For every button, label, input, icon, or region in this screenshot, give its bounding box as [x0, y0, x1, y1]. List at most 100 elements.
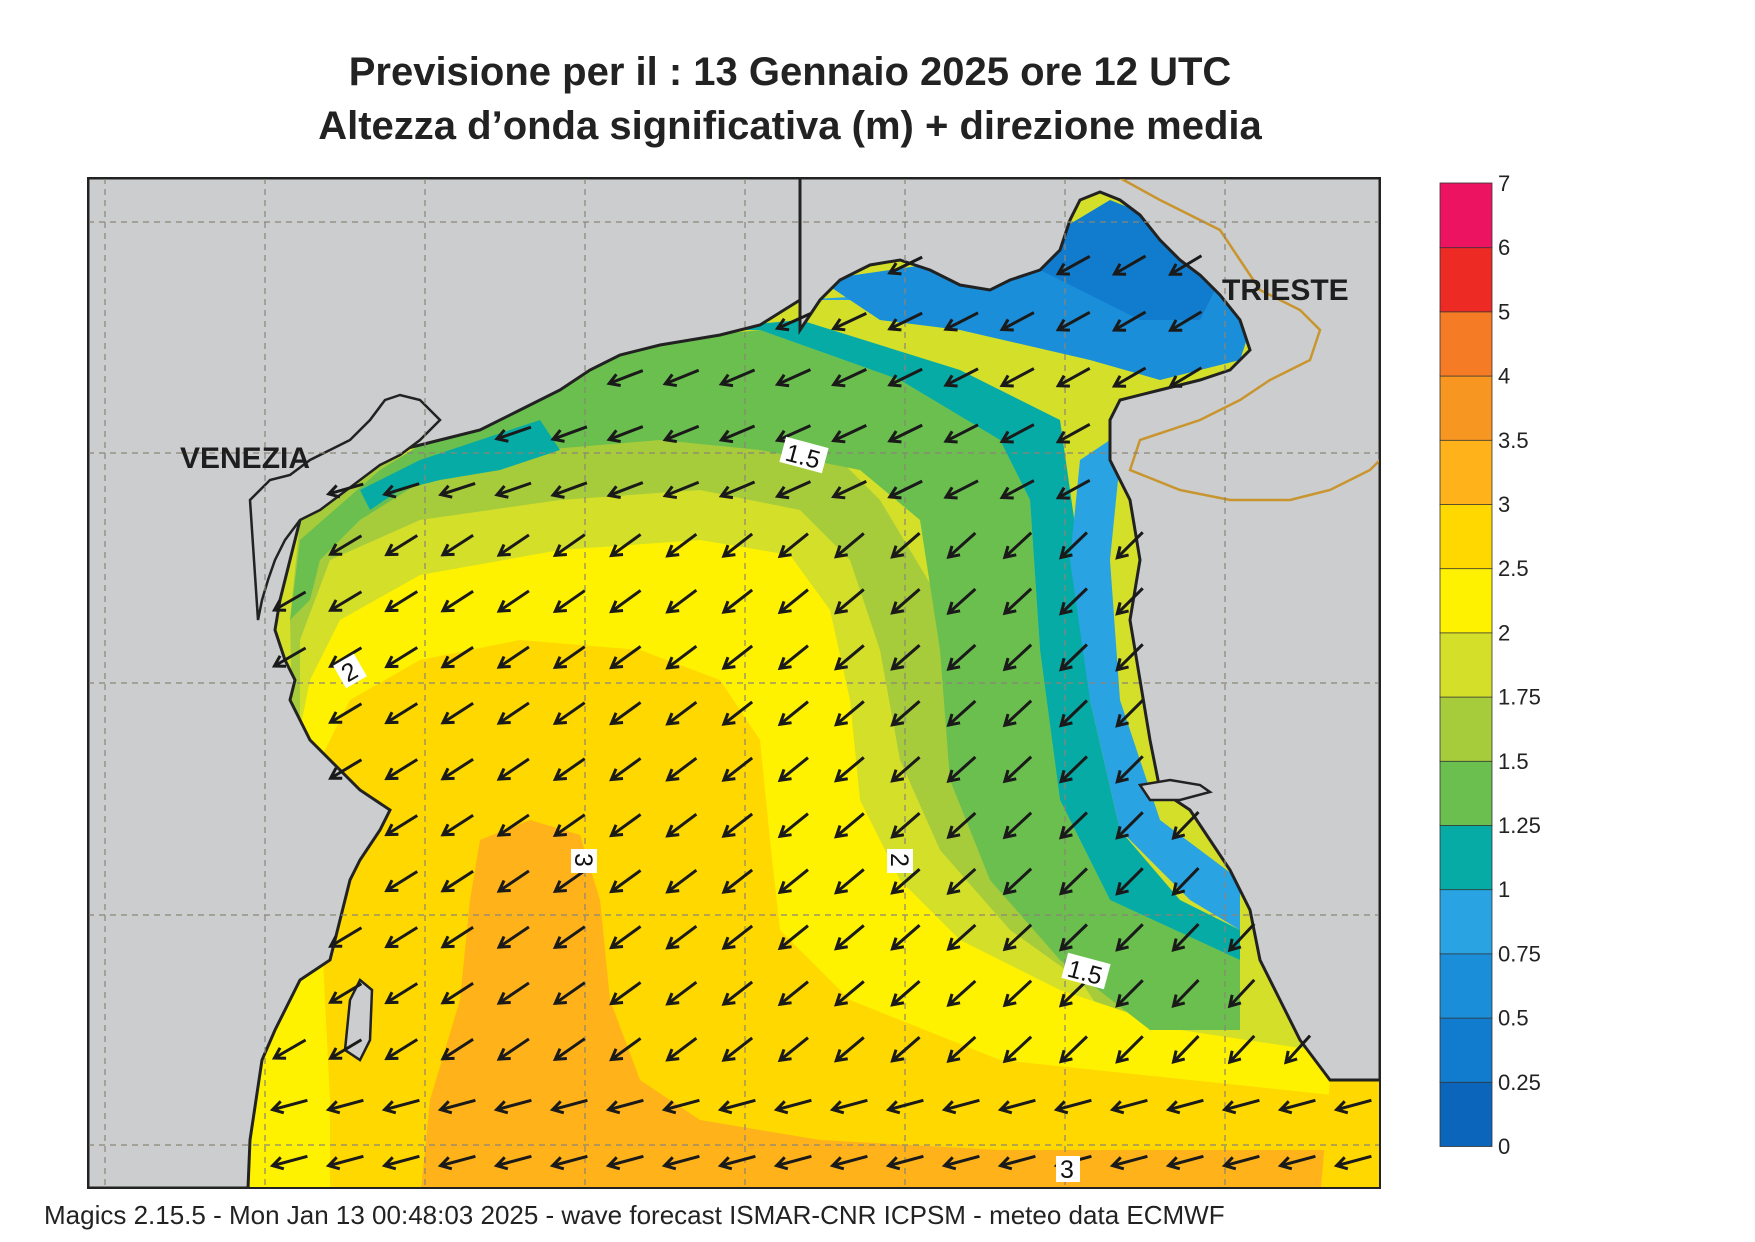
direction-arrow — [384, 646, 419, 669]
legend-tick-label: 2 — [1498, 620, 1510, 645]
legend-swatch — [1439, 246, 1493, 313]
title-line-1: Previsione per il : 13 Gennaio 2025 ore … — [348, 50, 1232, 94]
contour-label-2-center: 2 — [885, 853, 913, 867]
direction-arrow — [833, 980, 865, 1007]
direction-arrow — [890, 924, 921, 951]
direction-arrow — [1002, 755, 1033, 784]
direction-arrow — [1058, 755, 1088, 784]
direction-arrow — [773, 1154, 812, 1171]
direction-arrow — [999, 311, 1035, 332]
title-line-2: Altezza d’onda significativa (m) + direz… — [318, 104, 1262, 148]
direction-arrow — [438, 482, 476, 499]
direction-arrow — [665, 588, 698, 614]
direction-arrow — [833, 588, 865, 615]
direction-arrow — [833, 532, 865, 559]
direction-arrow — [496, 589, 530, 613]
direction-arrow — [496, 757, 530, 781]
direction-arrow — [999, 367, 1035, 388]
direction-arrow — [946, 923, 977, 951]
direction-arrow — [665, 980, 698, 1006]
direction-arrow — [777, 588, 809, 615]
direction-arrow — [496, 925, 530, 949]
direction-arrow — [1165, 1098, 1204, 1115]
legend-tick-label: 0 — [1498, 1134, 1510, 1159]
city-label-venezia: VENEZIA — [180, 442, 310, 475]
direction-arrow — [609, 1037, 642, 1062]
direction-arrow — [665, 700, 698, 726]
direction-arrow — [328, 758, 363, 780]
island-piran — [1137, 778, 1213, 802]
direction-arrow — [381, 1154, 420, 1171]
direction-arrow — [1055, 254, 1091, 276]
direction-arrow — [890, 700, 921, 727]
direction-arrow — [1058, 531, 1088, 560]
graticule — [88, 178, 1380, 1188]
direction-arrow — [325, 1154, 364, 1171]
direction-arrow — [721, 700, 754, 726]
direction-arrow — [381, 1098, 420, 1115]
direction-arrow — [609, 533, 642, 558]
direction-arrow — [717, 1098, 756, 1115]
direction-arrow — [1171, 923, 1200, 953]
border-line — [1119, 178, 1380, 502]
legend-swatch — [1439, 696, 1493, 762]
direction-arrow — [328, 926, 363, 948]
direction-arrow — [384, 758, 419, 781]
direction-arrow — [1115, 923, 1144, 952]
direction-arrow — [1221, 1154, 1260, 1171]
direction-arrow — [1109, 1154, 1148, 1171]
legend-tick-label: 1.5 — [1498, 749, 1529, 774]
direction-arrow — [1002, 811, 1033, 840]
direction-arrow — [833, 812, 865, 839]
contour-label-group: 1.5 1.5 2 3 3 2 — [333, 436, 1111, 1184]
legend-tick-label: 0.5 — [1498, 1006, 1529, 1031]
direction-arrow — [552, 869, 586, 893]
direction-arrow — [1284, 1034, 1312, 1065]
direction-arrow — [1277, 1098, 1316, 1115]
direction-arrow — [890, 588, 921, 615]
direction-arrow — [328, 590, 363, 612]
direction-arrow — [496, 533, 530, 557]
direction-arrow — [552, 981, 586, 1005]
direction-arrow — [665, 532, 698, 558]
direction-arrow — [665, 1036, 698, 1062]
direction-arrow — [721, 756, 754, 782]
direction-arrow — [384, 926, 419, 949]
direction-arrow — [887, 255, 923, 276]
direction-arrow — [717, 1154, 756, 1171]
direction-arrow — [1111, 254, 1147, 276]
direction-arrow — [777, 1036, 809, 1063]
direction-arrow — [887, 367, 923, 388]
direction-arrow — [437, 1154, 476, 1171]
direction-arrow — [829, 1098, 868, 1115]
direction-arrow — [606, 425, 644, 443]
direction-arrow — [774, 480, 812, 500]
direction-arrow — [1227, 978, 1256, 1009]
direction-arrow — [833, 924, 865, 951]
direction-arrow — [1115, 811, 1144, 840]
direction-arrow — [384, 702, 419, 725]
legend-tick-label: 0.75 — [1498, 941, 1541, 966]
direction-arrow — [887, 479, 923, 500]
direction-arrow — [833, 756, 865, 783]
direction-arrow — [1109, 1098, 1148, 1115]
direction-arrow — [440, 701, 474, 725]
direction-arrow — [1227, 1034, 1256, 1065]
legend-tick-label: 1.75 — [1498, 685, 1541, 710]
direction-arrow — [1002, 587, 1033, 616]
direction-arrow — [1115, 531, 1144, 560]
direction-arrow — [552, 533, 586, 557]
direction-arrow — [493, 1098, 532, 1115]
legend-swatch — [1439, 182, 1493, 249]
legend-tick-label: 1 — [1498, 877, 1510, 902]
direction-arrow — [721, 924, 754, 950]
direction-arrow — [1055, 478, 1091, 500]
direction-arrow — [999, 479, 1035, 500]
direction-arrow — [721, 588, 754, 614]
direction-arrow — [1058, 811, 1088, 840]
direction-arrow — [552, 925, 586, 949]
band-3b — [1321, 1080, 1380, 1188]
direction-arrow — [552, 1037, 586, 1061]
direction-arrow — [1168, 366, 1203, 388]
direction-arrow — [943, 367, 979, 388]
